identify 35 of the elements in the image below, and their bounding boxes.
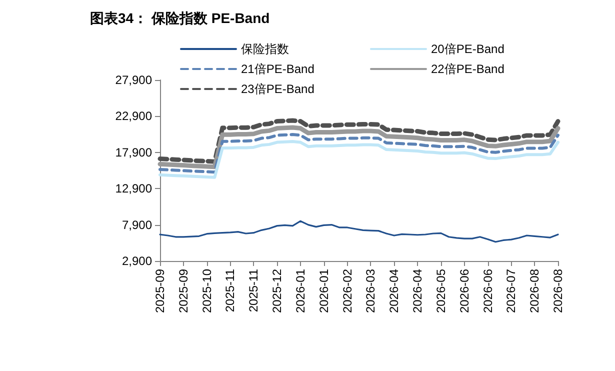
line-series <box>158 133 560 174</box>
x-tick-label: 2026-08 <box>528 268 542 314</box>
x-tick-label: 2026-04 <box>387 268 402 314</box>
x-tick-label: 2025-09 <box>176 268 190 314</box>
x-tick-label: 2025-10 <box>200 268 214 314</box>
y-tick-label: 17,900 <box>115 145 152 160</box>
x-tick-label: 2026-06 <box>480 268 495 314</box>
legend-label: 22倍PE-Band <box>431 62 504 76</box>
y-tick-label: 12,900 <box>115 182 152 196</box>
x-tick-label: 2025-09 <box>153 268 167 314</box>
x-tick-label: 2026-08 <box>551 268 565 314</box>
legend-label: 保险指数 <box>241 42 289 56</box>
line-series <box>158 125 560 170</box>
x-tick-label: 2026-05 <box>434 268 448 314</box>
legend-label: 21倍PE-Band <box>241 62 314 76</box>
line-series <box>158 118 560 164</box>
y-tick-label: 27,900 <box>115 73 152 87</box>
x-tick-label: 2026-04 <box>410 268 425 314</box>
y-tick-label: 7,900 <box>122 218 152 232</box>
x-tick-label: 2025-11 <box>223 268 238 312</box>
legend-label: 23倍PE-Band <box>241 82 314 96</box>
x-tick-label: 2026-07 <box>504 268 518 314</box>
x-tick-label: 2025-11 <box>246 268 261 312</box>
x-tick-label: 2026-03 <box>364 268 378 314</box>
x-tick-label: 2026-06 <box>457 268 472 314</box>
x-tick-label: 2026-01 <box>293 268 308 314</box>
line-series <box>158 140 560 179</box>
y-tick-label: 22,900 <box>115 109 152 124</box>
x-tick-label: 2025-12 <box>270 268 284 314</box>
chart-title: 图表34： 保险指数 PE-Band <box>90 10 270 26</box>
x-tick-label: 2026-01 <box>316 268 331 314</box>
x-tick-label: 2026-02 <box>340 268 354 314</box>
y-tick-label: 2,900 <box>122 254 152 268</box>
legend-label: 20倍PE-Band <box>431 42 504 56</box>
line-series <box>159 220 559 243</box>
